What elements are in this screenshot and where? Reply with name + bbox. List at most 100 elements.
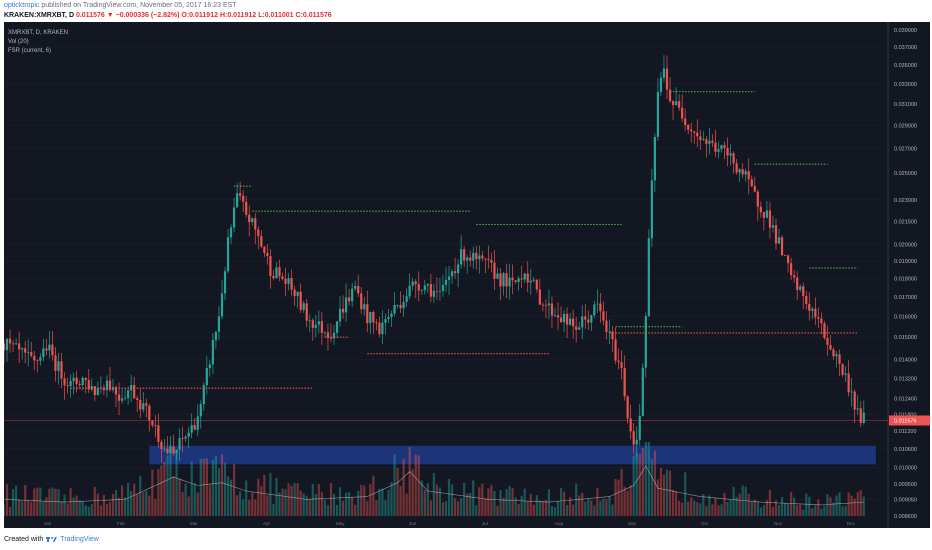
candle-body[interactable] (366, 304, 369, 324)
candle-body[interactable] (453, 271, 457, 274)
candle-body[interactable] (123, 397, 127, 399)
candle-body[interactable] (57, 361, 60, 371)
candle-body[interactable] (844, 373, 847, 375)
candle-body[interactable] (726, 147, 729, 156)
candle-body[interactable] (584, 316, 587, 320)
candle-body[interactable] (341, 308, 345, 313)
candle-body[interactable] (799, 286, 802, 290)
candle-body[interactable] (460, 249, 463, 265)
candle-body[interactable] (662, 68, 666, 78)
candle-body[interactable] (157, 425, 160, 442)
candle-body[interactable] (54, 355, 57, 371)
candle-body[interactable] (741, 169, 744, 175)
candle-body[interactable] (15, 343, 18, 345)
candle-body[interactable] (656, 91, 660, 137)
candle-body[interactable] (154, 425, 157, 427)
candle-body[interactable] (414, 281, 417, 285)
candle-body[interactable] (472, 252, 475, 261)
candle-body[interactable] (777, 237, 781, 244)
candle-body[interactable] (747, 171, 750, 180)
candle-body[interactable] (544, 304, 548, 306)
candle-body[interactable] (647, 238, 650, 317)
candle-body[interactable] (641, 367, 644, 416)
candle-body[interactable] (587, 319, 590, 323)
candle-body[interactable] (759, 206, 762, 213)
candle-body[interactable] (729, 153, 732, 156)
candle-body[interactable] (744, 171, 747, 175)
candle-body[interactable] (547, 303, 551, 306)
support-zone[interactable] (149, 445, 876, 465)
candle-body[interactable] (63, 378, 66, 386)
candle-body[interactable] (644, 316, 647, 368)
candle-body[interactable] (762, 212, 765, 218)
candle-body[interactable] (496, 273, 499, 279)
candle-body[interactable] (859, 408, 862, 423)
candle-body[interactable] (405, 296, 408, 302)
candle-body[interactable] (84, 377, 87, 380)
candle-body[interactable] (671, 101, 675, 106)
candle-body[interactable] (196, 416, 199, 430)
candle-body[interactable] (108, 380, 112, 390)
candle-body[interactable] (714, 142, 717, 152)
candle-body[interactable] (814, 308, 817, 318)
candle-body[interactable] (217, 316, 221, 332)
candle-body[interactable] (511, 277, 514, 281)
candle-body[interactable] (802, 286, 805, 297)
candle-body[interactable] (638, 415, 641, 440)
candle-body[interactable] (517, 278, 520, 282)
candle-body[interactable] (308, 320, 311, 322)
candle-body[interactable] (21, 348, 24, 350)
candle-body[interactable] (635, 439, 638, 445)
candle-body[interactable] (608, 331, 611, 333)
candle-body[interactable] (832, 349, 835, 357)
candle-body[interactable] (708, 140, 711, 144)
candle-body[interactable] (774, 225, 778, 244)
candle-body[interactable] (75, 377, 78, 384)
candle-body[interactable] (214, 331, 218, 341)
candle-body[interactable] (417, 284, 420, 291)
candle-body[interactable] (148, 405, 151, 421)
candle-body[interactable] (248, 214, 251, 223)
candle-body[interactable] (805, 296, 808, 304)
candle-body[interactable] (768, 210, 772, 228)
candle-body[interactable] (538, 289, 541, 305)
candle-body[interactable] (105, 380, 109, 391)
candle-body[interactable] (444, 280, 448, 285)
candle-body[interactable] (72, 377, 75, 381)
candle-body[interactable] (311, 320, 314, 328)
candle-body[interactable] (266, 253, 269, 256)
candle-body[interactable] (48, 344, 51, 351)
candle-body[interactable] (835, 354, 838, 357)
candle-body[interactable] (323, 332, 327, 334)
candle-body[interactable] (520, 278, 523, 280)
candle-body[interactable] (332, 332, 336, 339)
candle-body[interactable] (569, 318, 572, 325)
candle-body[interactable] (435, 290, 439, 292)
candle-body[interactable] (829, 344, 832, 350)
candle-body[interactable] (344, 297, 348, 313)
candle-body[interactable] (514, 280, 517, 282)
candle-body[interactable] (78, 383, 81, 386)
candle-body[interactable] (738, 169, 741, 173)
candle-body[interactable] (817, 317, 820, 319)
candle-body[interactable] (650, 180, 653, 239)
candle-body[interactable] (553, 315, 557, 316)
candle-body[interactable] (42, 348, 45, 358)
candle-body[interactable] (720, 145, 723, 150)
candle-body[interactable] (375, 322, 378, 324)
candle-body[interactable] (432, 290, 435, 297)
candle-body[interactable] (114, 387, 118, 395)
candle-body[interactable] (133, 384, 136, 399)
candle-body[interactable] (653, 136, 656, 181)
candle-body[interactable] (39, 357, 42, 361)
candle-body[interactable] (780, 237, 784, 256)
candle-body[interactable] (151, 420, 154, 426)
candle-body[interactable] (550, 303, 554, 316)
candle-body[interactable] (753, 186, 756, 192)
candle-body[interactable] (363, 304, 366, 310)
candle-body[interactable] (33, 355, 36, 361)
candle-body[interactable] (205, 368, 208, 386)
candle-body[interactable] (620, 362, 623, 368)
candle-body[interactable] (838, 354, 841, 364)
candle-body[interactable] (429, 284, 432, 297)
